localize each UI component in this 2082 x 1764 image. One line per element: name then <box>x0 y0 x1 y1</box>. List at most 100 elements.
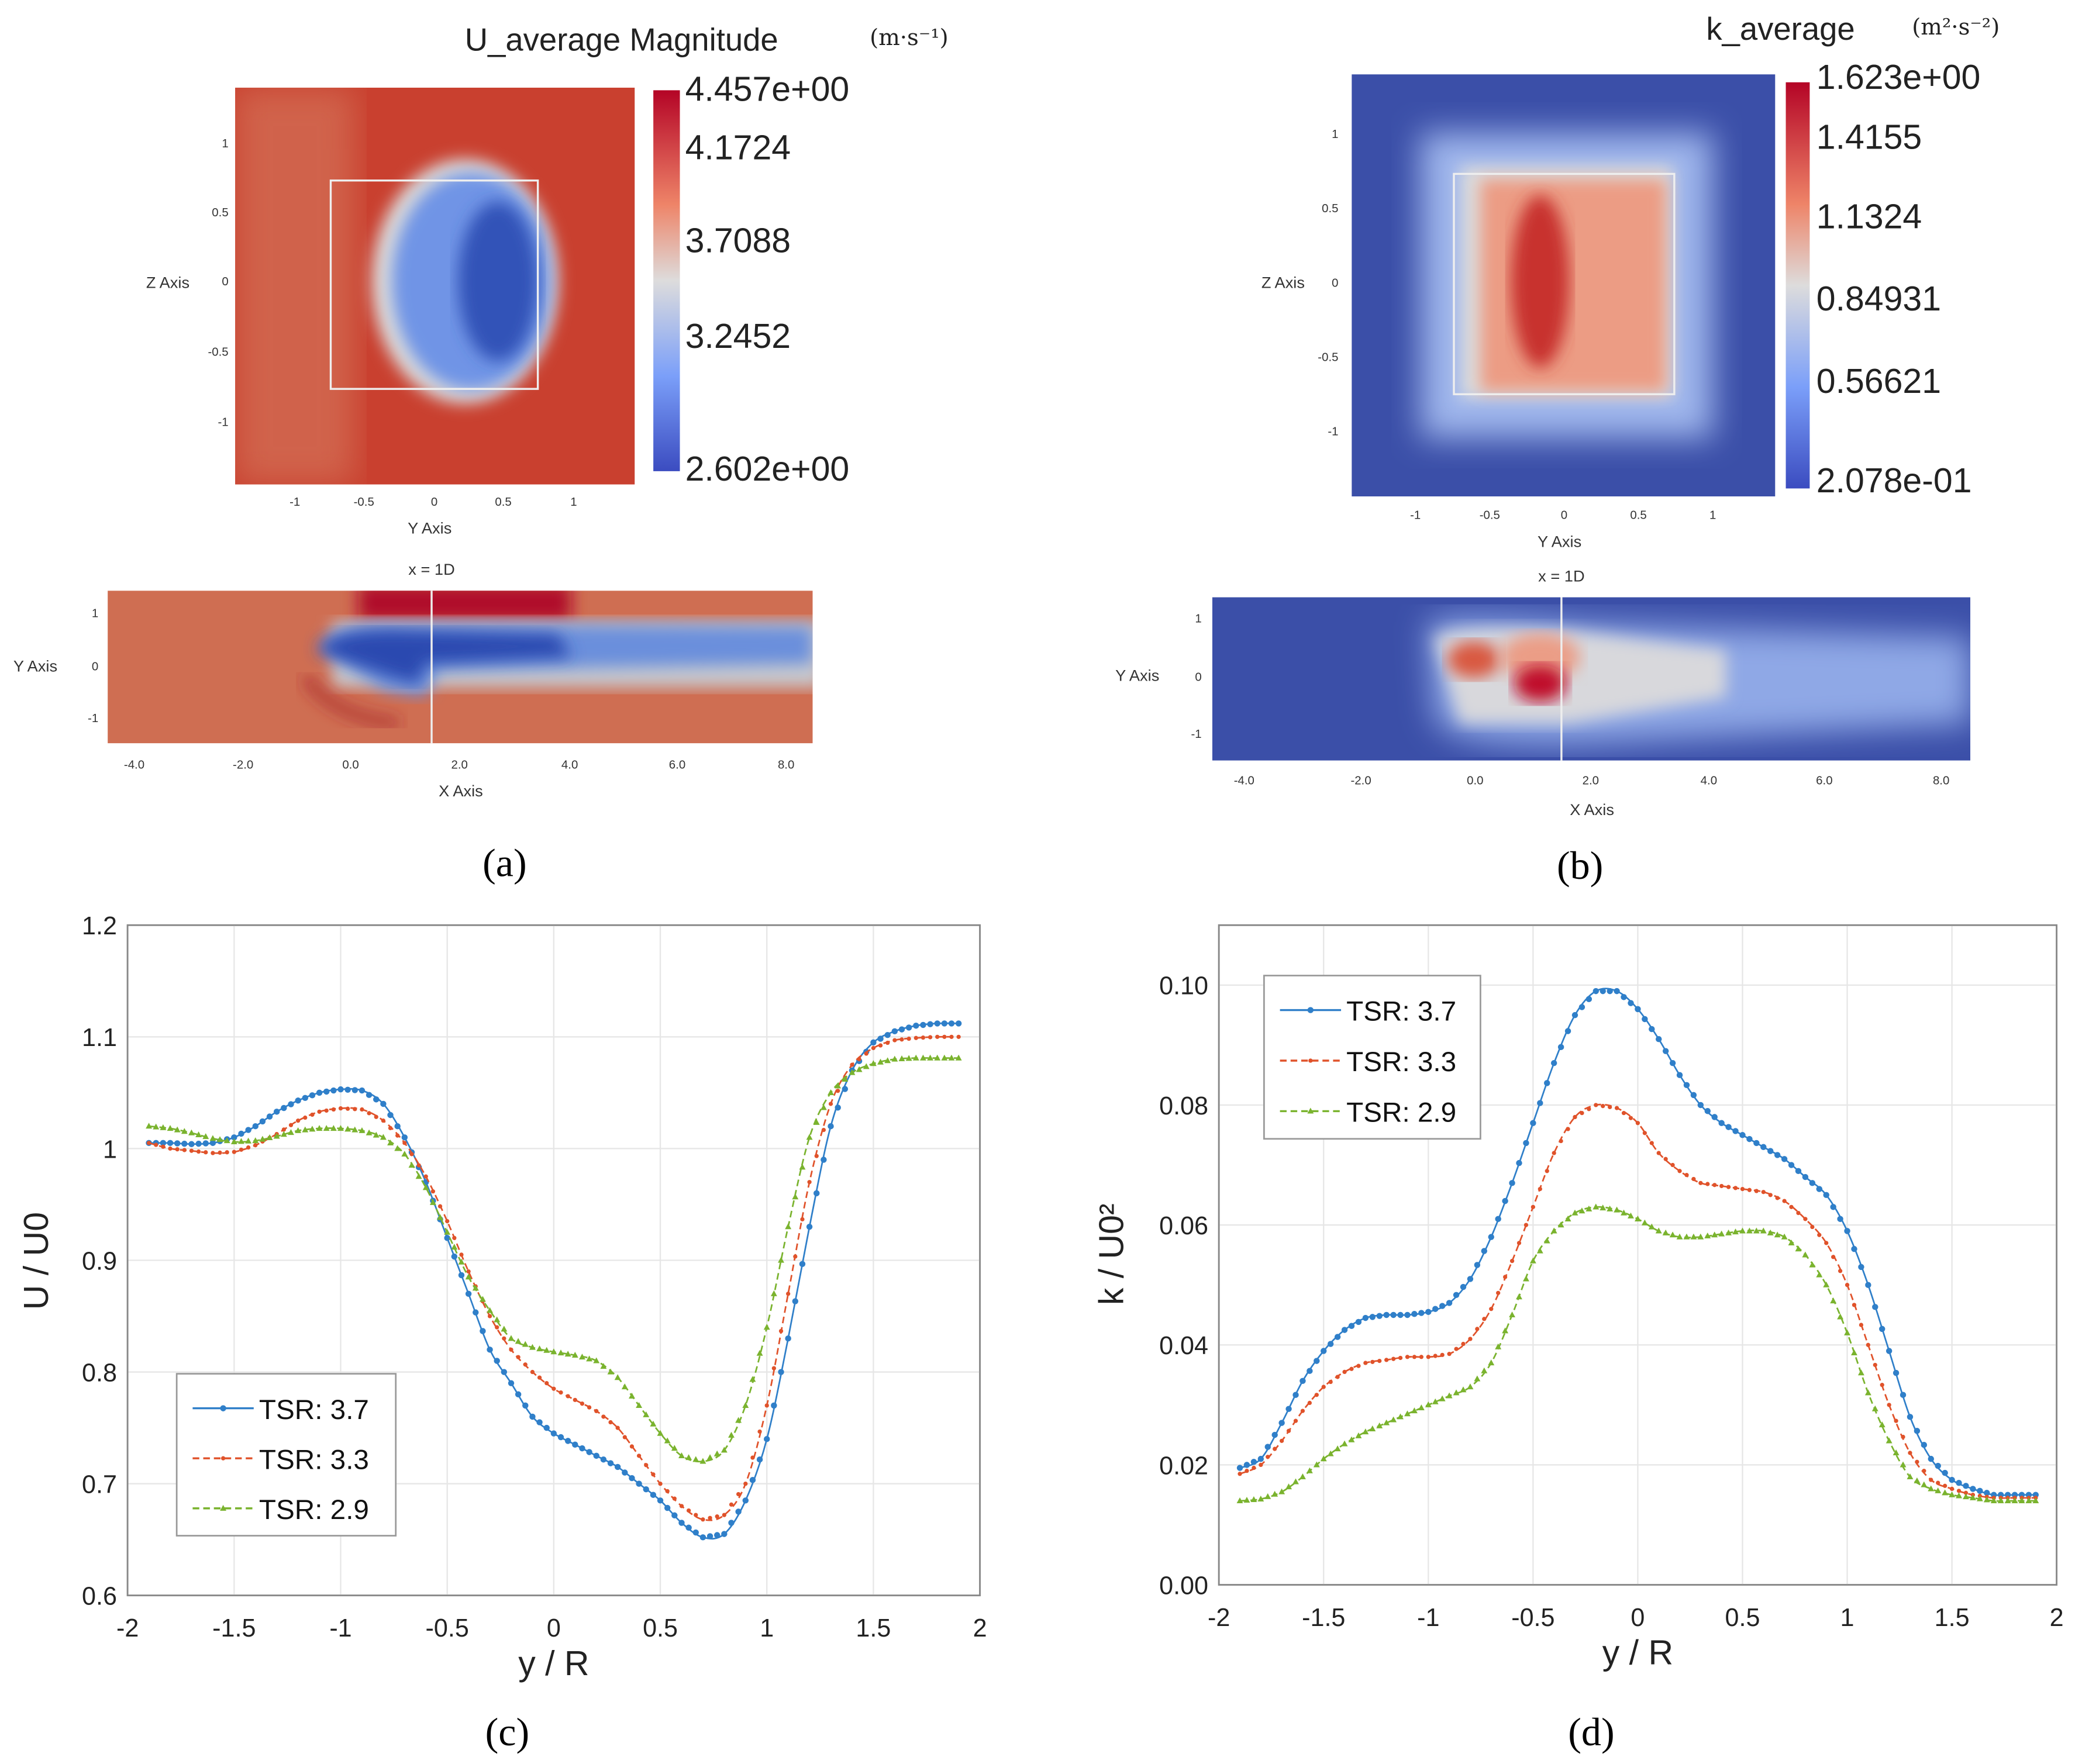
data-point <box>296 1119 301 1123</box>
data-point <box>266 1134 273 1141</box>
data-point <box>323 1125 330 1131</box>
data-point <box>1446 1300 1453 1306</box>
data-point <box>543 1347 550 1353</box>
colorbar-label: 1.1324 <box>1816 197 1922 236</box>
data-point <box>494 1316 501 1323</box>
data-point <box>509 1347 513 1352</box>
data-point <box>330 1087 337 1094</box>
panel-b-cross-section: k_average (m²·s⁻²) 1.623e+00 1.4155 1.13… <box>1261 11 2000 550</box>
data-point <box>1383 1419 1390 1425</box>
panel-a-cross-section: U_average Magnitude (m·s⁻¹) 4.457e+00 4.… <box>146 22 949 537</box>
data-point <box>1859 1323 1864 1327</box>
data-point <box>877 1058 884 1065</box>
data-point <box>230 1138 237 1145</box>
data-point <box>231 1134 237 1141</box>
data-point <box>572 1441 578 1448</box>
data-point <box>181 1128 188 1134</box>
data-point <box>1683 1082 1690 1089</box>
data-point <box>167 1125 174 1131</box>
data-point <box>1775 1196 1780 1200</box>
data-point <box>1733 1186 1738 1190</box>
data-point <box>1956 1489 1962 1493</box>
data-point <box>344 1086 351 1093</box>
tick: 0 <box>1561 509 1567 522</box>
data-point <box>891 1028 898 1035</box>
data-point <box>487 1314 492 1318</box>
data-point <box>1391 1356 1396 1361</box>
data-point <box>1900 1461 1907 1468</box>
data-point <box>941 1054 948 1061</box>
data-point <box>1614 1206 1621 1213</box>
x-tick-label: 0 <box>547 1614 561 1642</box>
data-point <box>395 1133 400 1138</box>
data-point <box>557 1349 564 1356</box>
data-point <box>401 1151 408 1157</box>
data-point <box>1949 1491 1956 1497</box>
tick: -0.5 <box>1318 351 1338 364</box>
data-point <box>948 1020 955 1027</box>
data-point <box>949 1034 954 1039</box>
data-point <box>820 1104 827 1110</box>
x-tick-label: 1 <box>1840 1604 1855 1632</box>
data-point <box>807 1180 812 1185</box>
data-point <box>721 1531 728 1537</box>
y-tick-label: 0.06 <box>1159 1212 1208 1240</box>
data-point <box>422 1184 429 1190</box>
data-point <box>1719 1183 1724 1189</box>
data-point <box>330 1125 337 1131</box>
data-point <box>1634 1215 1641 1221</box>
data-point <box>1299 1473 1306 1479</box>
data-point <box>679 1504 684 1508</box>
data-point <box>1781 1156 1788 1162</box>
x-tick-label: -2 <box>116 1614 139 1642</box>
data-point <box>1355 1318 1362 1325</box>
data-point <box>1655 1227 1662 1234</box>
velocity-profile-chart: -2 -1.5 -1 -0.5 0 0.5 1 1.5 2 0.6 0.7 0.8 0.9 1 1.1 1.2… <box>17 912 987 1754</box>
data-point <box>607 1368 614 1375</box>
data-point <box>1929 1478 1933 1482</box>
data-point <box>1963 1490 1969 1495</box>
data-point <box>1922 1469 1926 1473</box>
data-point <box>1278 1488 1285 1494</box>
data-point <box>1893 1369 1900 1376</box>
data-point <box>259 1135 266 1142</box>
data-point <box>1690 1092 1697 1099</box>
data-point <box>1669 1231 1676 1238</box>
tick: 0 <box>1195 671 1201 684</box>
data-point <box>1684 1173 1689 1178</box>
data-point <box>1690 1233 1697 1240</box>
data-point <box>1243 1497 1250 1503</box>
data-point <box>657 1497 664 1504</box>
data-point <box>1341 1440 1348 1447</box>
data-point <box>956 1034 961 1039</box>
data-point <box>608 1420 613 1425</box>
data-point <box>1857 1369 1864 1376</box>
data-point <box>793 1254 798 1259</box>
data-point <box>223 1137 230 1144</box>
data-point <box>1656 1035 1662 1042</box>
data-point <box>1320 1455 1327 1462</box>
data-point <box>1704 1108 1711 1114</box>
data-point <box>1300 1409 1305 1413</box>
data-point <box>202 1133 209 1140</box>
data-point <box>1592 1203 1600 1210</box>
y-tick-label: 0.08 <box>1159 1092 1208 1120</box>
colorbar-u <box>653 90 680 471</box>
data-point <box>1997 1497 2004 1504</box>
data-point <box>1308 1058 1313 1063</box>
data-point <box>394 1123 401 1130</box>
data-point <box>1328 1379 1333 1385</box>
data-point <box>1878 1421 1885 1428</box>
data-point <box>1767 1229 1774 1235</box>
data-point <box>1887 1403 1891 1407</box>
data-point <box>1264 1444 1271 1450</box>
data-point <box>218 1150 222 1155</box>
data-point <box>1432 1398 1439 1404</box>
data-point <box>955 1054 962 1061</box>
data-point <box>835 1104 841 1111</box>
data-point <box>394 1145 401 1151</box>
data-point <box>1307 1107 1314 1114</box>
tke-profile-chart: -2 -1.5 -1 -0.5 0 0.5 1 1.5 2 0.00 0.02 0.04 0.06 0.0… <box>1092 924 2064 1754</box>
data-point <box>1873 1362 1877 1368</box>
data-point <box>1292 1478 1299 1485</box>
